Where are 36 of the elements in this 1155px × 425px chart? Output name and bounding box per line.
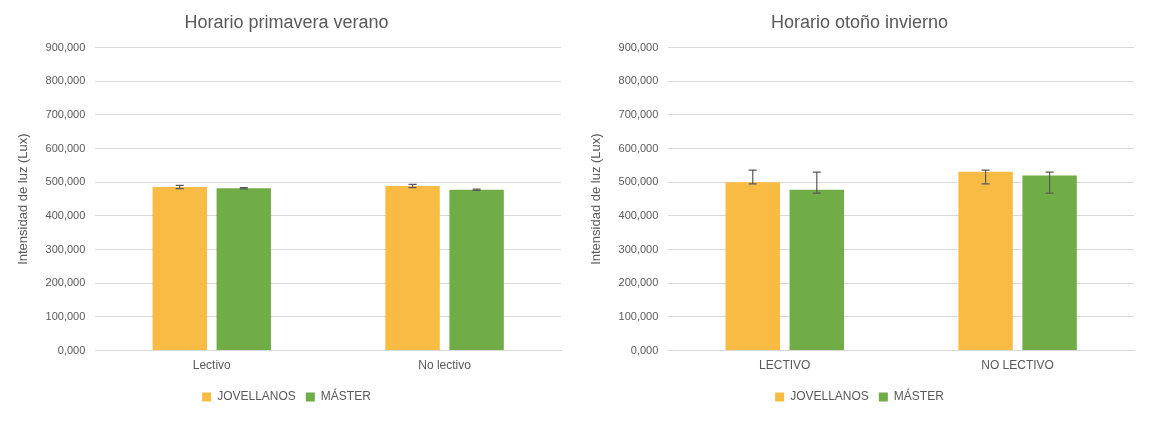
chart-title: Horario otoño invierno	[770, 11, 949, 32]
x-tick-label: Lectivo	[192, 358, 232, 373]
legend-label: JOVELLANOS	[790, 389, 869, 404]
y-tick-label: 600,000	[45, 141, 86, 154]
y-tick-label: 400,000	[618, 208, 659, 221]
legend-label: JOVELLANOS	[217, 389, 296, 404]
legend-label: MÁSTER	[320, 388, 372, 404]
y-tick-label: 600,000	[618, 141, 659, 154]
y-tick-label: 100,000	[45, 309, 86, 322]
y-tick-label: 500,000	[618, 175, 659, 188]
bar	[789, 189, 844, 351]
y-tick-label: 0,000	[57, 343, 86, 356]
x-tick-label: NO LECTIVO	[981, 358, 1054, 373]
y-axis-title: Intensidad de luz (Lux)	[588, 133, 604, 265]
y-tick-label: 700,000	[618, 107, 659, 120]
y-tick-label: 700,000	[45, 107, 86, 120]
bar	[725, 182, 780, 351]
y-tick-label: 900,000	[618, 40, 659, 53]
y-tick-label: 300,000	[618, 242, 659, 255]
bar	[958, 171, 1013, 351]
y-tick-label: 900,000	[45, 40, 86, 53]
y-tick-label: 200,000	[45, 276, 86, 289]
legend-label: MÁSTER	[893, 388, 945, 404]
y-axis-title: Intensidad de luz (Lux)	[15, 133, 31, 265]
y-tick-label: 300,000	[45, 242, 86, 255]
y-tick-label: 800,000	[618, 74, 659, 87]
x-tick-label: LECTIVO	[759, 358, 811, 373]
y-tick-label: 400,000	[45, 208, 86, 221]
y-tick-label: 200,000	[618, 276, 659, 289]
y-tick-label: 100,000	[618, 309, 659, 322]
x-tick-label: No lectivo	[418, 358, 472, 373]
y-tick-label: 800,000	[45, 74, 86, 87]
y-tick-label: 500,000	[45, 175, 86, 188]
y-tick-label: 0,000	[630, 343, 659, 356]
bar	[1022, 175, 1077, 351]
chart-title: Horario primavera verano	[184, 11, 389, 32]
